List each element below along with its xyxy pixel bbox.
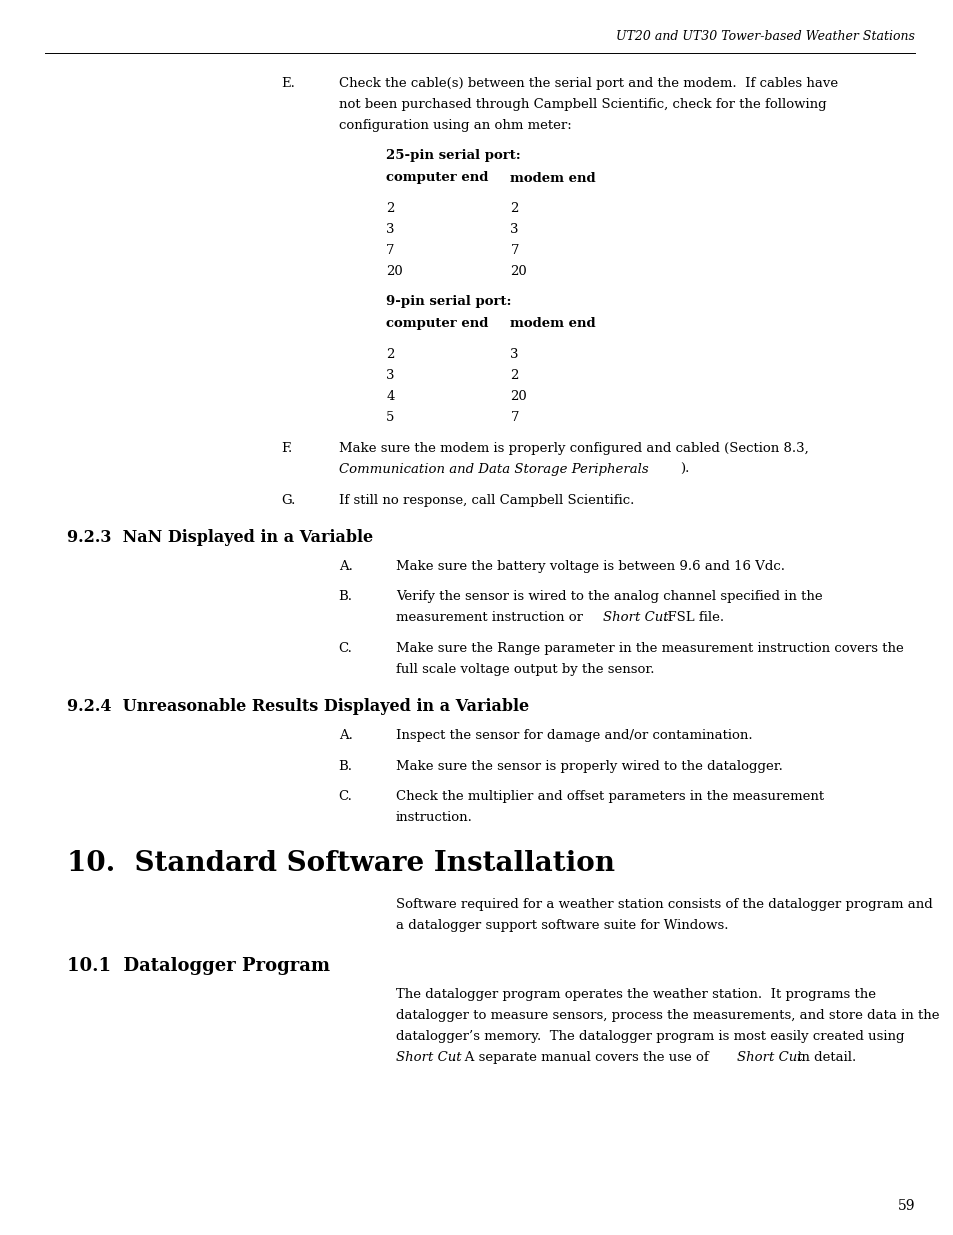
Text: 2: 2 xyxy=(386,348,395,361)
Text: .  A separate manual covers the use of: . A separate manual covers the use of xyxy=(452,1051,712,1065)
Text: ).: ). xyxy=(679,463,688,477)
Text: 2: 2 xyxy=(510,369,518,382)
Text: Make sure the modem is properly configured and cabled (Section 8.3,: Make sure the modem is properly configur… xyxy=(338,442,807,456)
Text: 5: 5 xyxy=(386,411,395,424)
Text: computer end: computer end xyxy=(386,172,488,184)
Text: instruction.: instruction. xyxy=(395,811,473,824)
Text: Short Cut: Short Cut xyxy=(395,1051,461,1065)
Text: 7: 7 xyxy=(510,411,518,424)
Text: Check the multiplier and offset parameters in the measurement: Check the multiplier and offset paramete… xyxy=(395,790,823,803)
Text: 7: 7 xyxy=(510,245,518,257)
Text: F.: F. xyxy=(281,442,293,456)
Text: Short Cut: Short Cut xyxy=(602,611,668,625)
Text: 20: 20 xyxy=(510,266,527,278)
Text: datalogger’s memory.  The datalogger program is most easily created using: datalogger’s memory. The datalogger prog… xyxy=(395,1030,903,1044)
Text: Software required for a weather station consists of the datalogger program and: Software required for a weather station … xyxy=(395,898,932,911)
Text: G.: G. xyxy=(281,494,295,506)
Text: 10.  Standard Software Installation: 10. Standard Software Installation xyxy=(67,850,614,877)
Text: 20: 20 xyxy=(510,390,527,403)
Text: 7: 7 xyxy=(386,245,395,257)
Text: Verify the sensor is wired to the analog channel specified in the: Verify the sensor is wired to the analog… xyxy=(395,590,821,604)
Text: modem end: modem end xyxy=(510,317,596,331)
Text: in detail.: in detail. xyxy=(792,1051,855,1065)
Text: not been purchased through Campbell Scientific, check for the following: not been purchased through Campbell Scie… xyxy=(338,98,825,111)
Text: 10.1  Datalogger Program: 10.1 Datalogger Program xyxy=(67,957,330,974)
Text: a datalogger support software suite for Windows.: a datalogger support software suite for … xyxy=(395,919,728,932)
Text: modem end: modem end xyxy=(510,172,596,184)
Text: Short Cut: Short Cut xyxy=(736,1051,801,1065)
Text: configuration using an ohm meter:: configuration using an ohm meter: xyxy=(338,119,571,132)
Text: If still no response, call Campbell Scientific.: If still no response, call Campbell Scie… xyxy=(338,494,634,506)
Text: 9.2.4  Unreasonable Results Displayed in a Variable: 9.2.4 Unreasonable Results Displayed in … xyxy=(67,698,528,715)
Text: .FSL file.: .FSL file. xyxy=(659,611,723,625)
Text: 20: 20 xyxy=(386,266,403,278)
Text: 9-pin serial port:: 9-pin serial port: xyxy=(386,295,512,309)
Text: 4: 4 xyxy=(386,390,395,403)
Text: UT20 and UT30 Tower-based Weather Stations: UT20 and UT30 Tower-based Weather Statio… xyxy=(616,30,914,43)
Text: B.: B. xyxy=(338,590,353,604)
Text: Check the cable(s) between the serial port and the modem.  If cables have: Check the cable(s) between the serial po… xyxy=(338,77,837,90)
Text: Communication and Data Storage Peripherals: Communication and Data Storage Periphera… xyxy=(338,463,648,477)
Text: measurement instruction or: measurement instruction or xyxy=(395,611,586,625)
Text: 2: 2 xyxy=(510,203,518,215)
Text: 59: 59 xyxy=(897,1199,914,1213)
Text: B.: B. xyxy=(338,760,353,773)
Text: 2: 2 xyxy=(386,203,395,215)
Text: full scale voltage output by the sensor.: full scale voltage output by the sensor. xyxy=(395,663,654,676)
Text: C.: C. xyxy=(338,642,353,655)
Text: 3: 3 xyxy=(386,224,395,236)
Text: E.: E. xyxy=(281,77,295,90)
Text: Make sure the sensor is properly wired to the datalogger.: Make sure the sensor is properly wired t… xyxy=(395,760,782,773)
Text: 9.2.3  NaN Displayed in a Variable: 9.2.3 NaN Displayed in a Variable xyxy=(67,529,373,546)
Text: 3: 3 xyxy=(510,348,518,361)
Text: C.: C. xyxy=(338,790,353,803)
Text: Make sure the battery voltage is between 9.6 and 16 Vdc.: Make sure the battery voltage is between… xyxy=(395,559,784,573)
Text: Inspect the sensor for damage and/or contamination.: Inspect the sensor for damage and/or con… xyxy=(395,729,752,742)
Text: 25-pin serial port:: 25-pin serial port: xyxy=(386,149,520,163)
Text: 3: 3 xyxy=(386,369,395,382)
Text: A.: A. xyxy=(338,729,353,742)
Text: A.: A. xyxy=(338,559,353,573)
Text: datalogger to measure sensors, process the measurements, and store data in the: datalogger to measure sensors, process t… xyxy=(395,1009,939,1023)
Text: 3: 3 xyxy=(510,224,518,236)
Text: computer end: computer end xyxy=(386,317,488,331)
Text: The datalogger program operates the weather station.  It programs the: The datalogger program operates the weat… xyxy=(395,988,875,1002)
Text: Make sure the Range parameter in the measurement instruction covers the: Make sure the Range parameter in the mea… xyxy=(395,642,902,655)
